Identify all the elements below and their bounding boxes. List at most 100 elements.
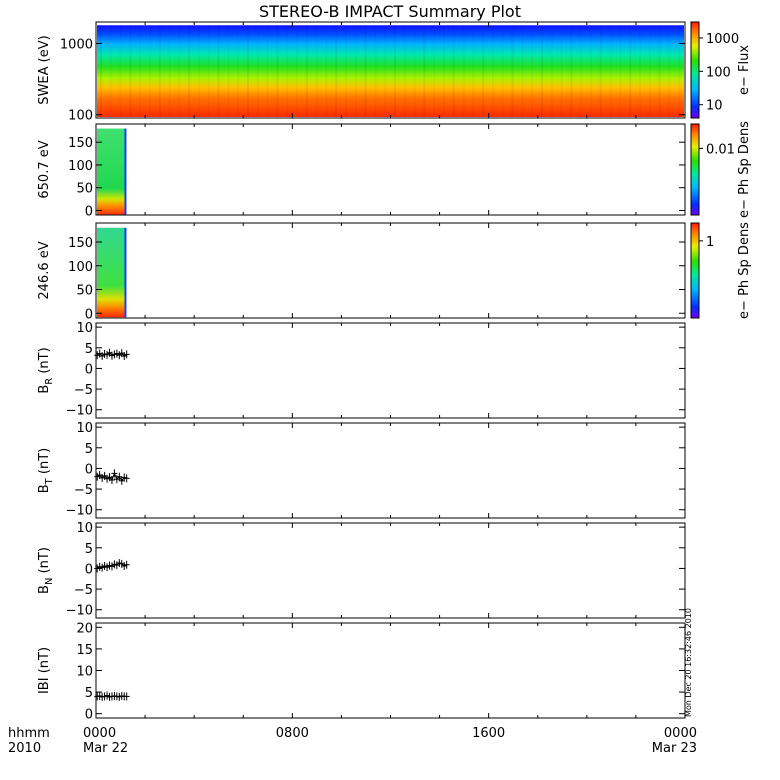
- swea-texture-stripe: [658, 25, 661, 117]
- swea-texture-stripe: [610, 25, 612, 117]
- pad246-spectrogram: [97, 227, 126, 318]
- y-tick-label: 5: [85, 542, 93, 557]
- panel-bn: 10 5 0 −5 −10 BN (nT): [37, 521, 686, 619]
- panel-frame: [95, 622, 686, 719]
- swea-texture-stripe: [158, 25, 161, 117]
- y-tick-label: 5: [85, 342, 93, 357]
- swea-texture-stripe: [129, 25, 132, 117]
- y-tick-label: −10: [66, 604, 93, 619]
- swea-texture-stripe: [139, 25, 141, 117]
- swea-texture-stripe: [482, 25, 485, 117]
- swea-texture-stripe: [511, 25, 514, 117]
- swea-texture-stripe: [580, 25, 582, 117]
- swea-texture-stripe: [208, 25, 210, 117]
- swea-texture-stripe: [247, 25, 249, 117]
- y-tick-label: 0: [85, 462, 93, 477]
- y-tick-label: 10: [76, 665, 93, 680]
- swea-texture-stripe: [678, 25, 680, 117]
- swea-texture-stripe: [120, 25, 122, 117]
- swea-texture-stripe: [452, 25, 455, 117]
- swea-texture-stripe: [374, 25, 376, 117]
- colorbar-swea: [690, 21, 700, 119]
- x-tick-label: 0000: [664, 726, 697, 741]
- panel-br: 10 5 0 −5 −10 BR (nT): [37, 321, 686, 419]
- swea-texture-stripe: [502, 25, 504, 117]
- colorbar-label-pad650: e− Ph Sp Dens: [737, 121, 752, 218]
- swea-texture-stripe: [178, 25, 180, 117]
- y-tick-label: 10: [76, 521, 93, 536]
- x-tick-label: 1600: [472, 726, 505, 741]
- swea-spectrogram: [97, 25, 684, 117]
- panel-frame: [95, 222, 686, 319]
- panel-frame: [95, 123, 686, 216]
- y-axis-label-pad246: 246.6 eV: [37, 241, 52, 299]
- y-tick-label: 150: [68, 236, 93, 251]
- y-tick-label: −5: [74, 483, 93, 498]
- y-tick-label: 100: [68, 159, 93, 174]
- swea-texture-stripe: [217, 25, 220, 117]
- y-tick-label: 1000: [60, 37, 93, 52]
- y-tick-label: 50: [76, 182, 93, 197]
- data-point-bt: [111, 469, 118, 478]
- colorbar-tick-label: 100: [706, 65, 731, 80]
- swea-texture-stripe: [276, 25, 279, 117]
- swea-texture-stripe: [531, 25, 533, 117]
- colorbar-tick-label: 0.01: [706, 142, 735, 157]
- data-point-bt: [108, 476, 115, 484]
- y-tick-label: 0: [85, 708, 93, 723]
- y-tick-label: 0: [85, 362, 93, 377]
- swea-texture-stripe: [100, 25, 102, 117]
- y-tick-label: 10: [76, 321, 93, 336]
- swea-texture-stripe: [649, 25, 651, 117]
- x-tick-date-label: Mar 22: [83, 741, 128, 756]
- y-tick-label: 5: [85, 442, 93, 457]
- colorbar-pad246: [690, 222, 700, 319]
- panel-frame: [95, 522, 686, 619]
- swea-texture-stripe: [590, 25, 592, 117]
- panel-pad246: 1 e− Ph Sp Dens 0 50 100 150 246.6 eV: [37, 222, 752, 322]
- swea-texture-stripe: [169, 25, 171, 117]
- panel-pad650: 0.01 e− Ph Sp Dens 0 50 100 150 650.7 eV: [37, 121, 752, 220]
- data-point-bn: [123, 560, 130, 569]
- swea-texture-stripe: [639, 25, 641, 117]
- swea-texture-stripe: [325, 25, 327, 117]
- chart-title: STEREO-B IMPACT Summary Plot: [259, 2, 521, 21]
- y-tick-label: −10: [66, 504, 93, 519]
- swea-texture-stripe: [443, 25, 445, 117]
- swea-texture-stripe: [267, 25, 269, 117]
- swea-texture-stripe: [492, 25, 494, 117]
- pad246-edge: [124, 227, 127, 318]
- data-point-bt: [116, 472, 123, 481]
- data-point-br: [123, 350, 130, 359]
- y-tick-label: 0: [85, 562, 93, 577]
- side-stamp: Mon Dec 20 16:32:46 2010: [684, 608, 693, 717]
- colorbar-label-pad246: e− Ph Sp Dens: [737, 222, 752, 319]
- swea-texture-stripe: [188, 25, 191, 117]
- y-tick-label: 150: [68, 136, 93, 151]
- swea-texture-stripe: [198, 25, 200, 117]
- x-tick-label: 0800: [276, 726, 309, 741]
- y-tick-label: 100: [68, 109, 93, 124]
- y-axis-label-bn: BN (nT): [37, 547, 55, 594]
- panel-bt: 10 5 0 −5 −10 BT (nT): [37, 421, 686, 519]
- colorbar-tick-label: 1: [706, 235, 714, 250]
- y-axis-label-pad650: 650.7 eV: [37, 140, 52, 198]
- y-tick-label: 20: [76, 621, 93, 636]
- swea-texture-stripe: [296, 25, 298, 117]
- swea-texture-stripe: [599, 25, 602, 117]
- swea-texture-stripe: [149, 25, 151, 117]
- swea-texture-stripe: [521, 25, 523, 117]
- swea-texture-stripe: [257, 25, 259, 117]
- swea-texture-stripe: [433, 25, 435, 117]
- panel-bmag: 20 15 10 5 0 IBI (nT): [37, 621, 686, 723]
- swea-texture-stripe: [110, 25, 112, 117]
- colorbar-tick-label: 1000: [706, 32, 739, 47]
- y-axis-label-bmag: IBI (nT): [37, 647, 52, 694]
- y-axis-label-swea: SWEA (eV): [37, 35, 52, 104]
- pad650-edge: [124, 128, 127, 215]
- y-tick-label: 5: [85, 686, 93, 701]
